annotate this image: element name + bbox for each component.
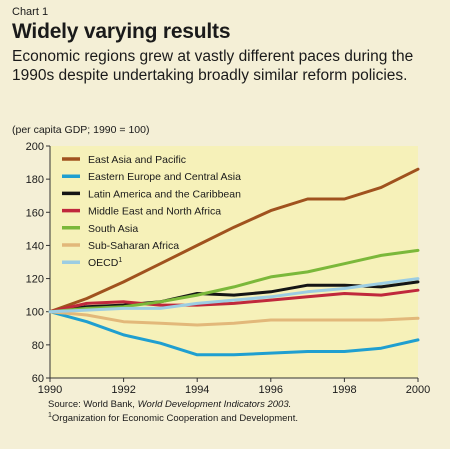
series-line (48, 167, 420, 314)
series-line (48, 248, 420, 314)
footnote-mark: 1 (48, 412, 52, 419)
axes: 60 80 100 120 140 160 180 200 1990 1992 1994 1996 19… (26, 141, 431, 396)
y-tick-label: 200 (26, 141, 44, 153)
legend-label: OECD1 (88, 257, 122, 269)
chart-number-label: Chart 1 (12, 6, 49, 18)
x-tick-label: 1994 (185, 384, 209, 396)
legend-label: South Asia (88, 223, 138, 235)
chart-subtitle: Economic regions grew at vastly differen… (12, 48, 414, 84)
legend-label: East Asia and Pacific (88, 154, 186, 166)
y-tick-label: 180 (26, 174, 44, 186)
series-line (48, 288, 420, 314)
footnote-text: Organization for Economic Cooperation an… (51, 413, 298, 425)
y-tick-label: 120 (26, 274, 44, 286)
y-tick-label: 100 (26, 307, 44, 319)
series-line (48, 310, 420, 327)
x-tick-label: 1990 (38, 384, 62, 396)
x-tick-label: 2000 (406, 384, 430, 396)
chart-title: Widely varying results (12, 20, 231, 43)
legend-label: Middle East and North Africa (88, 206, 221, 218)
unit-label: (per capita GDP; 1990 = 100) (12, 124, 150, 136)
source-prefix: Source: World Bank, (48, 399, 138, 410)
legend-label: Eastern Europe and Central Asia (88, 171, 241, 183)
y-tick-label: 60 (32, 373, 44, 385)
x-tick-label: 1996 (259, 384, 283, 396)
legend: East Asia and Pacific Eastern Europe and … (62, 154, 241, 269)
y-tick-label: 140 (26, 240, 44, 252)
source-title: World Development Indicators 2003. (137, 399, 292, 410)
series-line (48, 277, 420, 314)
legend-footnote-mark: 1 (118, 257, 122, 264)
series-lines (48, 167, 420, 357)
series-line (48, 310, 420, 357)
x-tick-label: 1998 (332, 384, 356, 396)
legend-label: Sub-Saharan Africa (88, 240, 179, 252)
x-tick-label: 1992 (111, 384, 135, 396)
y-tick-label: 80 (32, 340, 44, 352)
footnote: 1Organization for Economic Cooperation a… (48, 412, 298, 424)
source-note: Source: World Bank, World Development In… (48, 399, 291, 410)
y-tick-label: 160 (26, 207, 44, 219)
legend-label: Latin America and the Caribbean (88, 188, 241, 200)
